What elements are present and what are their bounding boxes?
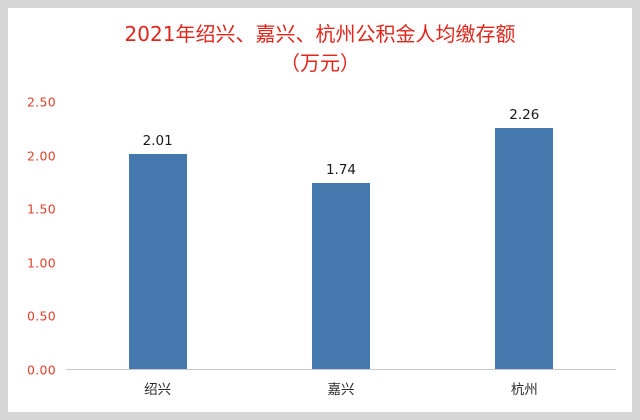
- bar: [495, 127, 554, 369]
- x-category-label: 杭州: [510, 382, 538, 398]
- plot-region: 0.00 0.50 1.00 1.50 2.00 2.50 2.01 绍兴 1.74 嘉兴 2.2…: [18, 95, 616, 398]
- bar-chart: 2021年绍兴、嘉兴、杭州公积金人均缴存额 （万元） 0.00 0.50 1.00 1…: [8, 8, 632, 412]
- bar-value-label: 2.01: [142, 133, 173, 150]
- x-category-label: 绍兴: [144, 382, 172, 398]
- bars-area: 2.01 绍兴 1.74 嘉兴 2.26 杭州: [66, 102, 616, 398]
- chart-title: 2021年绍兴、嘉兴、杭州公积金人均缴存额 （万元）: [8, 8, 632, 78]
- bar-group: 2.26 杭州: [433, 102, 616, 398]
- y-tick-label: 2.00: [26, 148, 56, 164]
- y-tick-label: 0.50: [26, 308, 56, 324]
- bar: [128, 154, 187, 369]
- y-tick-label: 1.00: [26, 255, 56, 271]
- y-tick-label: 1.50: [26, 201, 56, 217]
- bar-value-label: 1.74: [325, 162, 357, 179]
- y-tick-label: 2.50: [26, 94, 56, 110]
- y-tick-label: 0.00: [26, 362, 56, 378]
- chart-title-line1: 2021年绍兴、嘉兴、杭州公积金人均缴存额: [124, 22, 516, 46]
- y-axis-ticks: 0.00 0.50 1.00 1.50 2.00 2.50: [18, 95, 60, 378]
- bar-value-label: 2.26: [509, 106, 540, 123]
- chart-title-line2: （万元）: [280, 51, 360, 75]
- bar-group: 2.01 绍兴: [66, 102, 249, 398]
- bar-group: 1.74 嘉兴: [249, 102, 432, 398]
- bar: [311, 183, 370, 369]
- x-category-label: 嘉兴: [327, 382, 355, 398]
